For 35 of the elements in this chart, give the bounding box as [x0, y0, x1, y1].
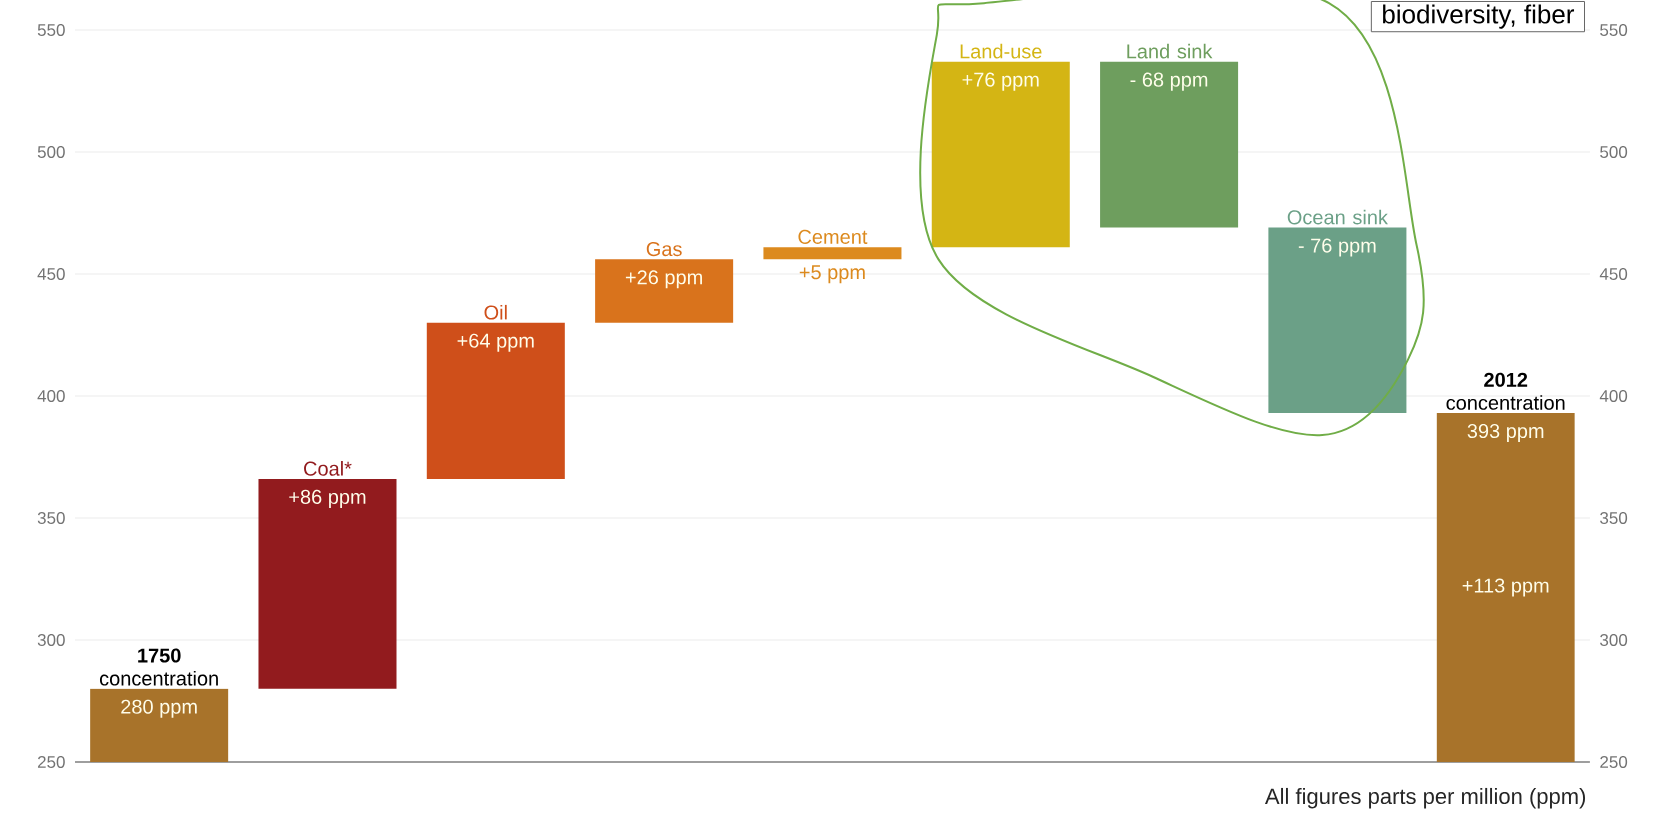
data-label: 280 ppm — [121, 699, 197, 718]
x-tick-label: Land sink — [1127, 43, 1213, 59]
y-tick-label: 450 — [37, 267, 65, 281]
text: biodiversity, fiber — [1383, 4, 1575, 29]
x-tick-label: Gas — [646, 241, 682, 257]
text: All figures parts per million (ppm) — [1264, 787, 1586, 809]
y2-tick-label: 550 — [1600, 23, 1628, 37]
data-label: +26 ppm — [625, 270, 702, 289]
data-label: +86 ppm — [289, 489, 366, 508]
data-label: 393 ppm — [1467, 423, 1544, 443]
x-tick-label: Oil — [484, 304, 507, 320]
x-tick-label: Cement — [798, 229, 868, 244]
x-tick-label: Coal* — [304, 461, 352, 476]
data-label: - 76 ppm — [1298, 238, 1376, 257]
x-tick-label: 2012 concentration — [1446, 372, 1565, 410]
y2-tick-label: 400 — [1599, 389, 1628, 403]
y2-tick-label: 250 — [1600, 755, 1628, 769]
y2-tick-label: 450 — [1599, 267, 1628, 281]
y-tick-label: 300 — [37, 633, 65, 646]
x-tick-label: Ocean sink — [1287, 209, 1388, 225]
data-label: +5 ppm — [799, 265, 865, 284]
y2-tick-label: 300 — [1600, 633, 1628, 647]
data-label: +64 ppm — [457, 333, 534, 352]
y-tick-label: 400 — [37, 389, 65, 402]
y-tick-label: 350 — [37, 511, 65, 524]
y2-tick-label: 350 — [1600, 511, 1628, 525]
y-tick-label: 500 — [37, 145, 65, 159]
annotation: +113 ppm — [1462, 578, 1549, 597]
x-tick-label: Land-use — [960, 43, 1042, 59]
y2-tick-label: 500 — [1600, 145, 1628, 159]
data-label: - 68 ppm — [1130, 72, 1208, 91]
y-tick-label: 550 — [37, 23, 65, 37]
x-tick-label: 1750 concentration — [99, 648, 218, 686]
data-label: +76 ppm — [962, 72, 1039, 91]
y-tick-label: 250 — [37, 755, 65, 768]
